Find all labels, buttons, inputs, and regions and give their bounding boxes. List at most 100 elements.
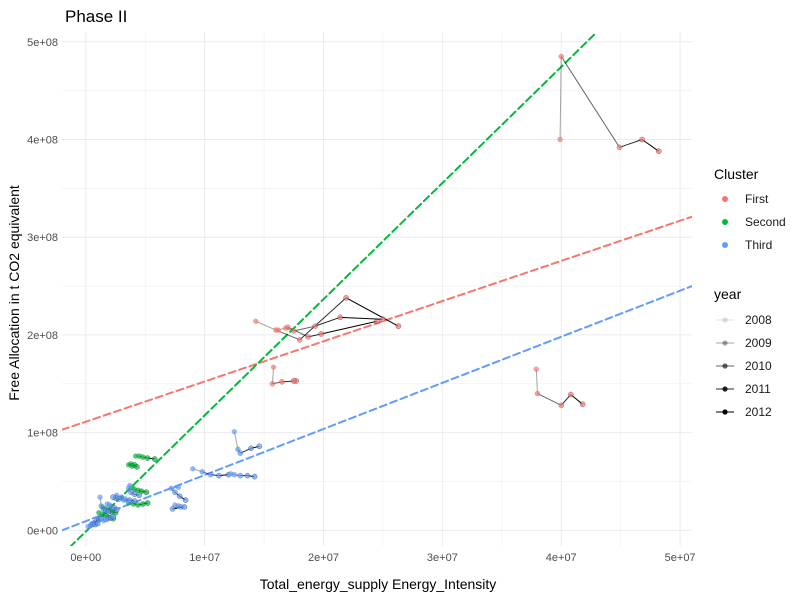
data-point <box>168 485 175 492</box>
data-point <box>207 471 214 478</box>
regression-line-third <box>62 285 692 532</box>
path-segment <box>287 326 309 338</box>
entity-series-19 <box>125 482 143 498</box>
x-tick-label: 1e+07 <box>189 552 220 564</box>
data-point <box>296 337 303 343</box>
legend-cluster-items: First Second Third <box>722 192 786 252</box>
data-point <box>244 472 251 479</box>
data-point <box>216 472 222 479</box>
data-point <box>655 148 662 155</box>
entity-series-21 <box>85 520 101 530</box>
legend-year-point <box>722 317 728 323</box>
data-point <box>237 472 244 479</box>
data-point <box>290 378 297 384</box>
legend-key-third <box>722 242 728 248</box>
path-segment <box>315 316 341 327</box>
x-tick-label: 3e+07 <box>427 552 458 564</box>
path-segment <box>321 320 378 335</box>
data-point <box>275 327 282 333</box>
data-layer <box>85 53 662 530</box>
entity-series-6 <box>132 453 158 462</box>
data-point <box>337 314 343 321</box>
data-point <box>579 401 586 408</box>
y-tick-label: 3e+08 <box>27 232 58 244</box>
data-point <box>143 489 150 496</box>
entity-series-4 <box>269 364 299 387</box>
data-point <box>125 485 132 492</box>
data-point <box>279 379 285 385</box>
data-point <box>380 316 386 323</box>
data-point <box>97 494 103 500</box>
path-segment <box>255 320 277 331</box>
data-point <box>558 402 565 409</box>
legend-label-year: 2012 <box>745 405 772 419</box>
path-segment <box>299 297 347 341</box>
data-point <box>567 391 574 398</box>
path-segment <box>293 325 316 332</box>
data-point <box>318 331 324 337</box>
entity-series-0 <box>557 53 662 155</box>
data-point <box>189 466 196 472</box>
entity-series-12 <box>231 428 263 456</box>
data-point <box>616 144 623 151</box>
path-segment <box>560 56 620 148</box>
data-point <box>125 498 132 504</box>
y-tick-label: 4e+08 <box>27 134 58 146</box>
data-point <box>252 318 259 325</box>
chart-title: Phase II <box>65 7 127 26</box>
entity-series-15 <box>168 484 189 503</box>
entity-series-23 <box>104 501 120 513</box>
entity-series-3 <box>282 314 386 334</box>
regression-lines <box>62 32 692 546</box>
data-point <box>110 513 116 520</box>
x-tick-label: 0e+00 <box>70 552 101 564</box>
data-point <box>121 497 127 503</box>
data-point <box>235 446 241 453</box>
data-point <box>231 471 238 478</box>
x-tick-label: 5e+07 <box>665 552 696 564</box>
data-point <box>176 493 183 499</box>
data-point <box>639 136 645 143</box>
entity-series-7 <box>125 461 140 470</box>
path-segment <box>559 56 562 140</box>
legend-year-point <box>722 386 728 392</box>
data-point <box>110 494 116 500</box>
data-point <box>343 294 349 301</box>
y-tick-label: 1e+08 <box>27 428 58 440</box>
path-segment <box>537 393 562 406</box>
entity-series-5 <box>533 366 586 409</box>
data-point <box>151 456 158 462</box>
data-point <box>534 390 541 397</box>
legend-year-items: 2008 2009 2010 2011 2012 <box>716 313 772 419</box>
axes: 0e+00 1e+07 2e+07 3e+07 4e+07 5e+07 0e+00 1e+08… <box>27 37 695 564</box>
legend-label-year: 2009 <box>745 336 772 350</box>
data-point <box>134 464 140 470</box>
path-segment <box>619 139 643 148</box>
data-point <box>290 328 297 334</box>
data-point <box>136 492 143 498</box>
path-segment <box>233 431 239 450</box>
y-tick-label: 5e+08 <box>27 37 58 49</box>
path-segment <box>340 316 383 320</box>
data-point <box>305 334 311 340</box>
data-point <box>94 520 101 527</box>
data-point <box>248 445 254 452</box>
y-axis-title: Free Allocation in t CO2 equivalent <box>6 185 22 401</box>
data-point <box>144 500 151 506</box>
legend-key-second <box>722 219 728 225</box>
x-tick-label: 4e+07 <box>546 552 577 564</box>
grid <box>62 32 692 546</box>
legend-year-point <box>722 340 728 346</box>
data-point <box>169 506 176 512</box>
data-point <box>395 323 402 329</box>
data-point <box>140 501 146 507</box>
regression-line-second <box>69 32 598 546</box>
path-segment <box>641 139 660 152</box>
legend-label-year: 2008 <box>745 313 772 327</box>
legend-label-first: First <box>745 192 769 206</box>
data-point <box>282 325 289 331</box>
path-segment <box>271 367 275 384</box>
data-point <box>231 428 238 435</box>
